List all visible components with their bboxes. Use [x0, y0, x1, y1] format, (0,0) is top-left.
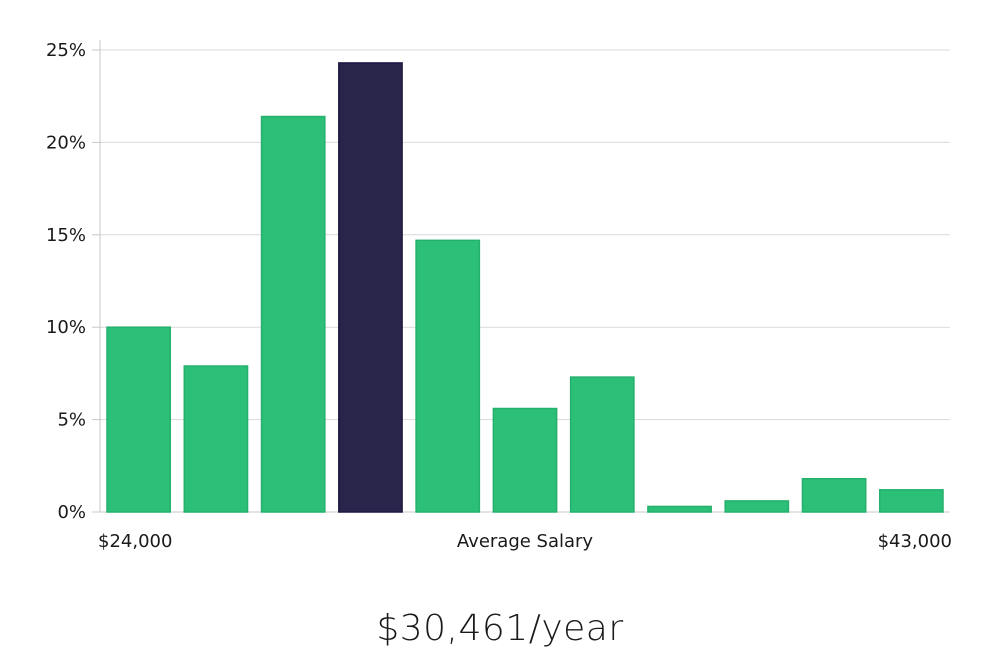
x-min-label: $24,000: [98, 531, 172, 552]
histogram-bar: [569, 376, 635, 513]
y-tick-label: 25%: [46, 40, 86, 61]
histogram-bar: [415, 239, 481, 513]
histogram-bar: [724, 500, 790, 513]
y-tick-label: 5%: [57, 410, 86, 431]
y-tick-label: 0%: [57, 502, 86, 523]
y-tick-label: 10%: [46, 317, 86, 338]
histogram-bar: [106, 326, 172, 513]
x-max-label: $43,000: [878, 531, 952, 552]
histogram-plot: 0% 5% 10% 15% 20% 25% $24,000 $43,000 Average Sa…: [46, 40, 952, 552]
histogram-bar: [801, 477, 867, 513]
histogram-bar: [878, 489, 944, 513]
y-tick-label: 20%: [46, 132, 86, 153]
average-salary-value: $30,461/year: [376, 608, 624, 649]
histogram-bar: [260, 115, 326, 513]
histogram-bar: [492, 407, 558, 513]
y-tick-label: 15%: [46, 225, 86, 246]
histogram-bar: [647, 505, 712, 513]
histogram-bar: [183, 365, 249, 513]
histogram-bar-highlighted: [338, 62, 403, 513]
x-axis-title: Average Salary: [457, 531, 594, 552]
